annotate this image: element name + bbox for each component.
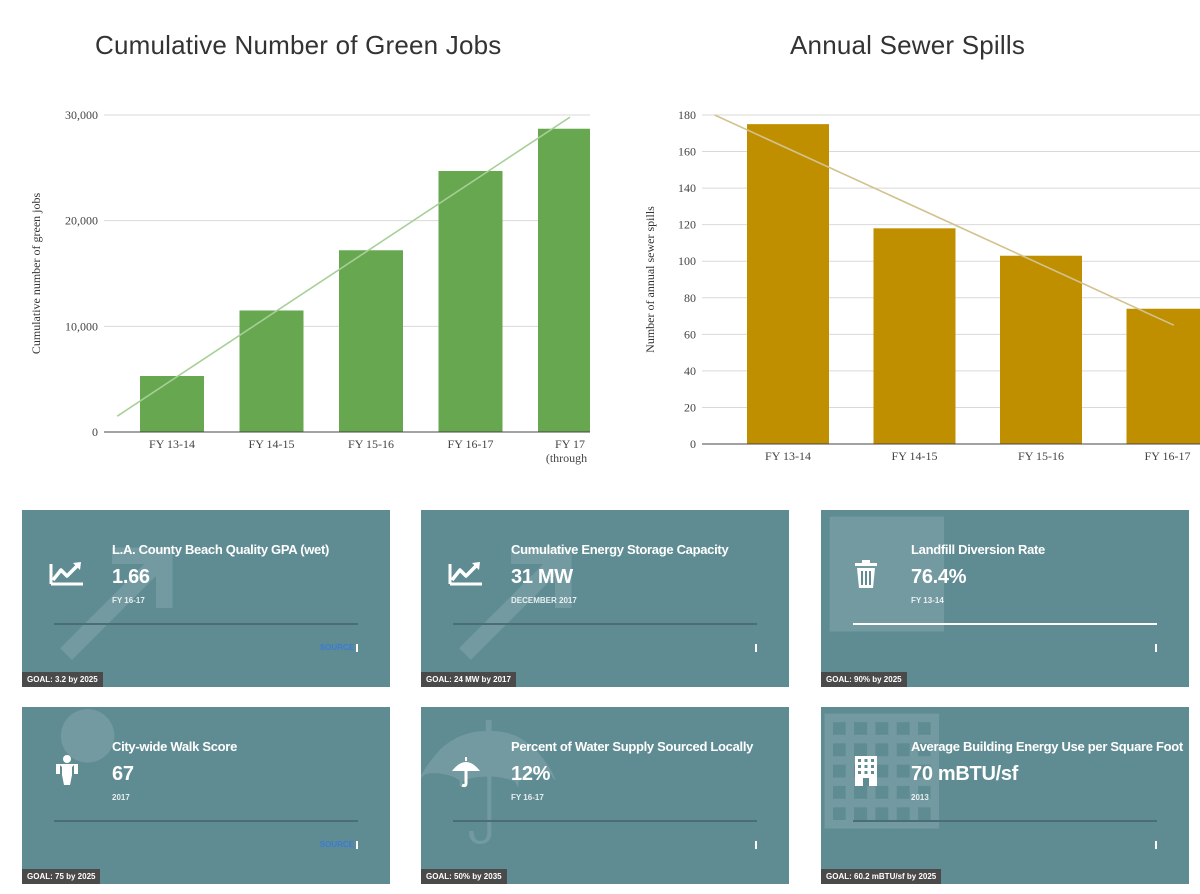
green-jobs-chart-title: Cumulative Number of Green Jobs [95, 30, 502, 60]
y-axis-label: Cumulative number of green jobs [29, 193, 43, 355]
y-tick-label: 0 [92, 425, 98, 439]
bar[interactable] [438, 171, 503, 432]
goal-badge: GOAL: 60.2 mBTU/sf by 2025 [821, 869, 942, 884]
metric-value: 70 mBTU/sf [911, 763, 1019, 785]
sewer-spills-chart: 0 20 40 60 80 100 120 140 160 180 FY 13-14 FY 14-15… [643, 108, 1200, 463]
source-link[interactable]: SOURCE [319, 840, 354, 849]
y-tick-label: 120 [678, 218, 696, 232]
bar[interactable] [239, 310, 304, 432]
y-tick-label: 30,000 [65, 108, 98, 122]
x-tick-label: FY 16-17 [448, 437, 494, 451]
y-tick-label: 60 [684, 327, 696, 341]
goal-badge: GOAL: 50% by 2035 [421, 869, 507, 884]
x-tick-sublabel: (through I [546, 451, 590, 465]
y-tick-label: 20 [684, 400, 696, 414]
x-tick-label: FY 14-15 [892, 449, 938, 463]
metric-value: 31 MW [511, 566, 573, 588]
umbrella-icon [446, 751, 486, 791]
progress-track [853, 623, 1157, 625]
progress-marker [755, 841, 757, 849]
metric-title: Cumulative Energy Storage Capacity [511, 542, 729, 557]
bar[interactable] [140, 375, 204, 432]
building-icon [846, 751, 886, 791]
progress-track [853, 820, 1157, 822]
x-tick-label: FY 17 [555, 437, 585, 451]
x-tick-label: FY 16-17 [1145, 449, 1191, 463]
bar[interactable] [1126, 308, 1200, 444]
metric-title: Average Building Energy Use per Square F… [911, 739, 1183, 754]
x-tick-label: FY 15-16 [348, 437, 394, 451]
y-axis-label: Number of annual sewer spills [643, 206, 657, 353]
metric-card[interactable]: ↗ Cumulative Energy Storage Capacity 31 MW… [421, 510, 789, 687]
metric-title: City-wide Walk Score [112, 739, 237, 754]
y-tick-label: 180 [678, 108, 696, 122]
x-tick-label: FY 15-16 [1018, 449, 1064, 463]
x-tick-label: FY 13-14 [149, 437, 195, 451]
trendline [116, 116, 571, 417]
progress-track [453, 623, 757, 625]
x-tick-label: FY 13-14 [765, 449, 811, 463]
goal-badge: GOAL: 3.2 by 2025 [22, 672, 103, 687]
metric-period: 2013 [911, 793, 929, 802]
y-tick-label: 20,000 [65, 214, 98, 228]
progress-track [453, 820, 757, 822]
y-tick-label: 140 [678, 181, 696, 195]
metric-card[interactable]: ↗ L.A. County Beach Quality GPA (wet) 1.66… [22, 510, 390, 687]
y-tick-label: 10,000 [65, 319, 98, 333]
pedestrian-icon [47, 751, 87, 791]
trend-up-icon [446, 554, 486, 594]
progress-marker [755, 644, 757, 652]
metric-card[interactable]: ● City-wide Walk Score 67 2017 SOURCE GOAL: 7… [22, 707, 390, 884]
progress-marker [356, 644, 358, 652]
bar[interactable] [873, 228, 956, 444]
y-tick-label: 100 [678, 254, 696, 268]
metric-title: L.A. County Beach Quality GPA (wet) [112, 542, 330, 557]
y-tick-label: 0 [690, 437, 696, 451]
metric-period: FY 13-14 [911, 596, 944, 605]
metric-title: Landfill Diversion Rate [911, 542, 1045, 557]
metric-period: 2017 [112, 793, 130, 802]
metric-period: FY 16-17 [511, 793, 544, 802]
metric-title: Percent of Water Supply Sourced Locally [511, 739, 754, 754]
metric-value: 67 [112, 763, 134, 785]
metric-value: 76.4% [911, 566, 967, 588]
y-tick-label: 40 [684, 364, 696, 378]
sewer-spills-chart-title: Annual Sewer Spills [790, 30, 1026, 60]
metric-value: 1.66 [112, 566, 150, 588]
metric-card[interactable]: ☂ Percent of Water Supply Sourced Locally… [421, 707, 789, 884]
source-link[interactable]: SOURCE [319, 643, 354, 652]
green-jobs-chart: 0 10,000 20,000 30,000 FY 13-14 FY 14-15 FY 15… [29, 108, 590, 465]
bar[interactable] [1000, 255, 1082, 444]
progress-marker [1155, 841, 1157, 849]
progress-marker [356, 841, 358, 849]
metric-value: 12% [511, 763, 551, 785]
metric-card[interactable]: ■ Landfill Diversion Rate 76.4% FY 13-14 GOA… [821, 510, 1189, 687]
progress-marker [1155, 644, 1157, 652]
x-tick-label: FY 14-15 [249, 437, 295, 451]
goal-badge: GOAL: 24 MW by 2017 [421, 672, 516, 687]
progress-track [54, 820, 358, 822]
trend-up-icon [47, 554, 87, 594]
metric-period: DECEMBER 2017 [511, 596, 577, 605]
progress-fill [853, 623, 1157, 625]
bar[interactable] [747, 124, 829, 444]
trendline [714, 114, 1175, 326]
goal-badge: GOAL: 90% by 2025 [821, 672, 907, 687]
metric-card[interactable]: ▦ Average Building Energy Use per Square … [821, 707, 1189, 884]
trash-icon [846, 554, 886, 594]
y-tick-label: 160 [678, 145, 696, 159]
metric-period: FY 16-17 [112, 596, 145, 605]
goal-badge: GOAL: 75 by 2025 [22, 869, 101, 884]
y-tick-label: 80 [684, 291, 696, 305]
bar[interactable] [538, 128, 590, 432]
progress-track [54, 623, 358, 625]
bar[interactable] [339, 250, 403, 432]
